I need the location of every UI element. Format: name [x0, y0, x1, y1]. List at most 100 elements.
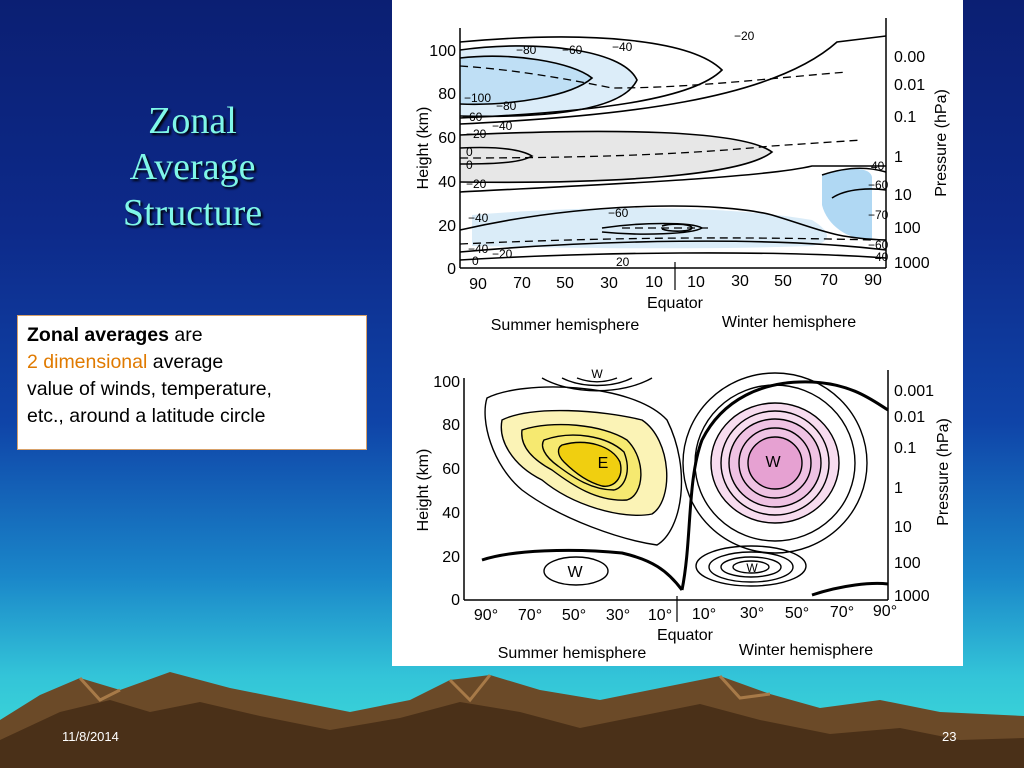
- bottom-right-tick: 1000: [894, 588, 930, 605]
- top-x-tick: 90: [469, 276, 487, 293]
- top-x-tick: 50: [774, 273, 792, 290]
- top-right-tick: 0.00: [894, 49, 925, 66]
- bottom-right-tick: 100: [894, 555, 921, 572]
- top-y-tick: 100: [429, 43, 456, 60]
- bottom-x-tick: 30°: [606, 607, 630, 624]
- bottom-x-tick: 10°: [648, 607, 672, 624]
- top-x-tick: 30: [600, 275, 618, 292]
- bottom-x-tick: 50°: [562, 607, 586, 624]
- contour-label: −100: [464, 91, 491, 105]
- contour-label: −60: [868, 178, 889, 192]
- top-right-axis-title: Pressure (hPa): [933, 89, 950, 197]
- definition-callout: Zonal averages are 2 dimensional average…: [17, 315, 367, 450]
- region-label: W: [746, 561, 758, 575]
- callout-highlight: 2 dimensional: [27, 351, 148, 373]
- contour-label: −40: [868, 250, 889, 264]
- contour-label: −40: [468, 211, 489, 225]
- bottom-y-tick: 80: [442, 417, 460, 434]
- contour-label: −80: [496, 99, 517, 113]
- easterly-region-core: [558, 442, 621, 487]
- region-label: W: [591, 367, 603, 381]
- callout-after-bold: are: [168, 324, 203, 346]
- bottom-x-tick: 70°: [518, 607, 542, 624]
- bottom-zero-lines: [481, 380, 889, 597]
- top-cold-region-right: [822, 168, 872, 240]
- bottom-region-labels: W E W W W: [567, 367, 781, 581]
- top-y-tick: 60: [438, 130, 456, 147]
- top-x-ticks: 90 70 50 30 10 10 30 50 70 90: [469, 272, 882, 293]
- bottom-y-tick: 100: [433, 374, 460, 391]
- top-y-ticks: 100 80 60 40 20 0: [429, 43, 456, 278]
- top-x-tick: 50: [556, 275, 574, 292]
- top-x-tick: 30: [731, 273, 749, 290]
- bottom-x-tick: 90°: [474, 607, 498, 624]
- contour-label: −60: [462, 110, 483, 124]
- callout-line-4: etc., around a latitude circle: [27, 405, 266, 427]
- bottom-y-tick: 40: [442, 505, 460, 522]
- title-line-2: Average: [129, 146, 256, 188]
- top-right-tick: 10: [894, 187, 912, 204]
- contour-label: −70: [868, 208, 889, 222]
- top-contour-labels: −80 −60 −40 −20 −100 −80 −60 −40 −20 0 0…: [462, 29, 889, 269]
- mountain-range-front: [0, 700, 1024, 768]
- top-winter-label: Winter hemisphere: [722, 314, 856, 331]
- top-right-ticks: 0.00 0.01 0.1 1 10 100 1000: [894, 49, 930, 272]
- bottom-right-tick: 0.01: [894, 409, 925, 426]
- contour-label: −60: [562, 43, 583, 57]
- contour-label: −40: [468, 242, 489, 256]
- region-label: W: [567, 564, 583, 581]
- bottom-x-tick: 30°: [740, 605, 764, 622]
- top-right-tick: 100: [894, 220, 921, 237]
- top-y-tick: 20: [438, 218, 456, 235]
- bottom-x-ticks: 90° 70° 50° 30° 10° 10° 30° 50° 70° 90°: [474, 603, 897, 624]
- title-line-1: Zonal: [148, 100, 237, 142]
- westerly-region-core: [748, 437, 802, 489]
- contour-label: −40: [492, 119, 513, 133]
- contour-label: 20: [616, 255, 630, 269]
- top-x-tick: 70: [513, 275, 531, 292]
- contour-label: −20: [734, 29, 755, 43]
- region-label: W: [765, 454, 781, 471]
- contour-label: −20: [492, 247, 513, 261]
- contour-label: −60: [608, 206, 629, 220]
- contour-label: −20: [466, 177, 487, 191]
- contour-label: −40: [612, 40, 633, 54]
- bottom-summer-label: Summer hemisphere: [498, 645, 647, 662]
- bottom-right-tick: 0.001: [894, 383, 934, 400]
- title-line-3: Structure: [122, 192, 263, 234]
- bottom-equator-label: Equator: [657, 627, 714, 644]
- bottom-y-ticks: 100 80 60 40 20 0: [433, 374, 460, 609]
- contour-label: 0: [472, 254, 479, 268]
- top-right-tick: 1000: [894, 255, 930, 272]
- contour-label: −40: [864, 159, 885, 173]
- contour-label: 0: [466, 158, 473, 172]
- bottom-right-tick: 0.1: [894, 440, 916, 457]
- contour-label: −20: [466, 127, 487, 141]
- top-plot: Height (km) Pressure (hPa) 100 80 60 40 …: [415, 18, 950, 334]
- figure-panel: Height (km) Pressure (hPa) 100 80 60 40 …: [392, 0, 963, 666]
- contour-label: −60: [868, 238, 889, 252]
- bottom-y-axis-title: Height (km): [415, 449, 432, 532]
- top-x-tick: 70: [820, 272, 838, 289]
- callout-line-2: 2 dimensional average: [27, 349, 357, 376]
- top-y-tick: 40: [438, 174, 456, 191]
- top-y-tick: 80: [438, 86, 456, 103]
- bottom-x-tick: 70°: [830, 604, 854, 621]
- top-equator-label: Equator: [647, 295, 704, 312]
- top-summer-label: Summer hemisphere: [491, 317, 640, 334]
- bottom-right-tick: 1: [894, 480, 903, 497]
- region-label: E: [598, 455, 609, 472]
- top-x-tick: 10: [687, 274, 705, 291]
- slide-title: Zonal Average Structure: [60, 98, 325, 236]
- top-right-tick: 0.01: [894, 77, 925, 94]
- top-dashed-lines: [459, 65, 873, 245]
- bottom-x-tick: 10°: [692, 606, 716, 623]
- bottom-y-tick: 60: [442, 461, 460, 478]
- bottom-plot: Height (km) Pressure (hPa) 100 80 60 40 …: [415, 367, 952, 662]
- bottom-y-tick: 0: [451, 592, 460, 609]
- footer-page-number: 23: [942, 729, 957, 744]
- top-cold-region-upper-outer: [460, 45, 637, 117]
- bottom-right-ticks: 0.001 0.01 0.1 1 10 100 1000: [894, 383, 934, 605]
- callout-bold-term: Zonal averages: [27, 324, 169, 346]
